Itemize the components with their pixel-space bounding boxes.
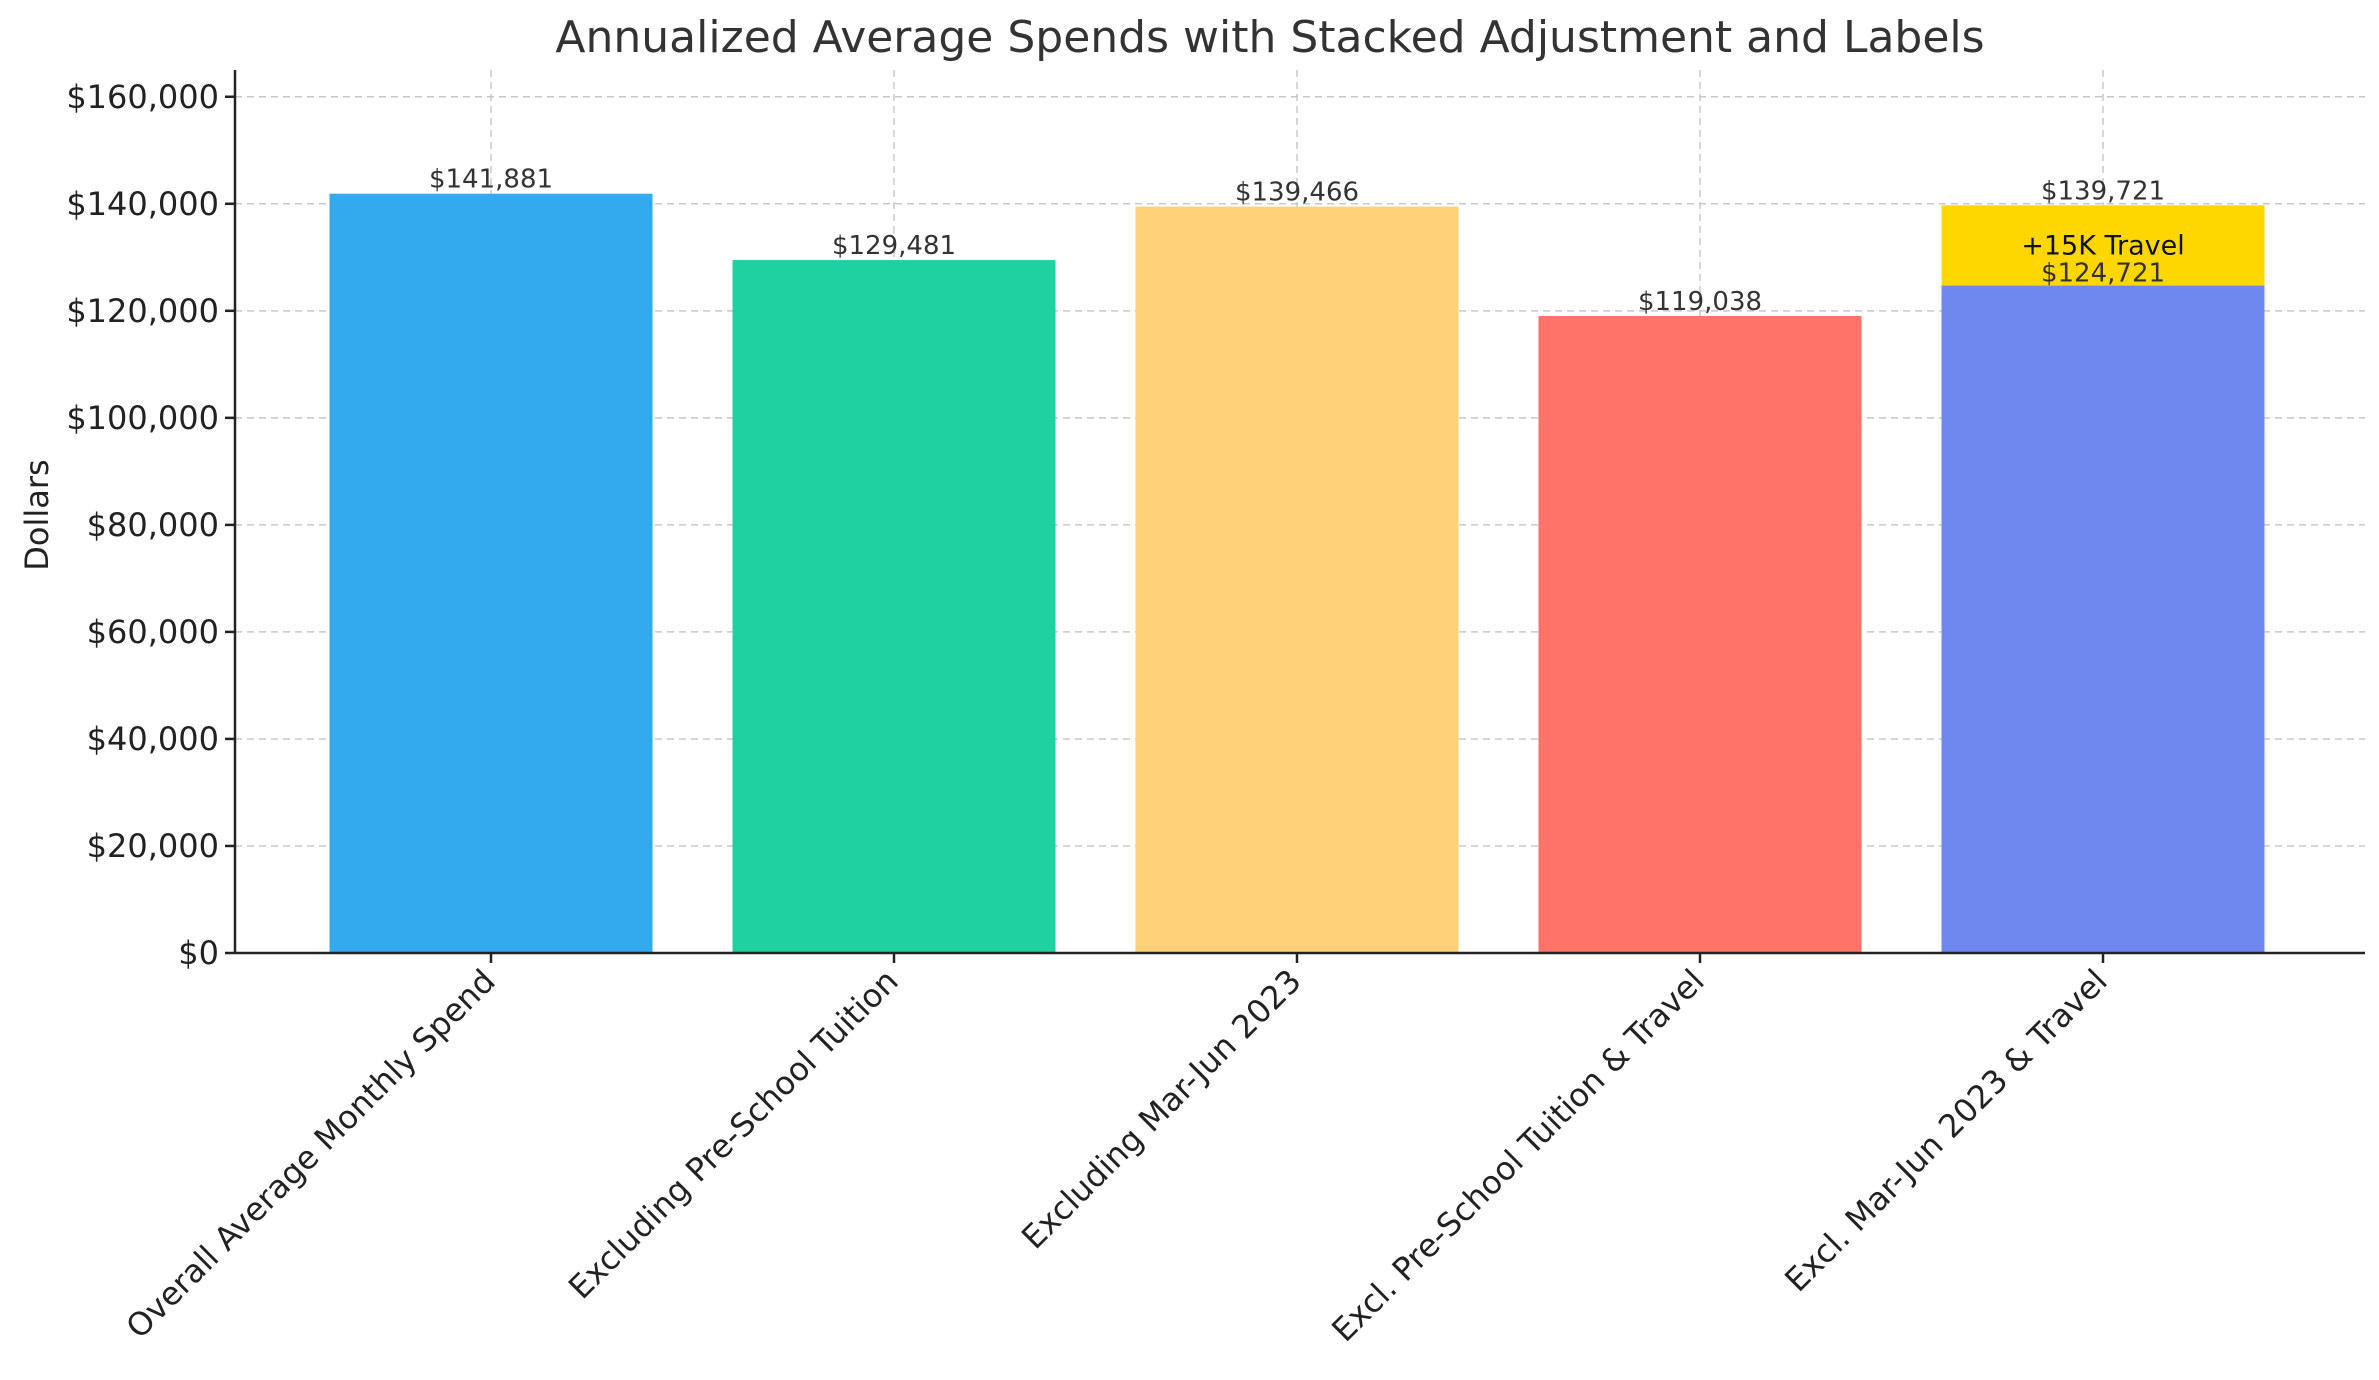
y-tick-label: $80,000 <box>87 506 219 544</box>
bar-value-label: $139,466 <box>1235 178 1359 208</box>
stacked-adjustment-label: +15K Travel <box>2021 230 2185 261</box>
x-tick-label: Overall Average Monthly Spend <box>118 962 502 1346</box>
y-tick-label: $20,000 <box>87 827 219 865</box>
bar-stacked-adjustment <box>1941 205 2265 286</box>
bar-value-labels: $141,881 $129,481 $139,466 $119,038 $124,721… <box>429 165 2185 317</box>
y-tick-label: $160,000 <box>66 78 219 116</box>
y-tick-label: $100,000 <box>66 399 219 437</box>
y-tick-label: $140,000 <box>66 185 219 223</box>
chart-title: Annualized Average Spends with Stacked A… <box>555 12 1984 63</box>
y-tick-label: $0 <box>178 934 219 972</box>
bar <box>1135 206 1459 954</box>
bar-value-label: $141,881 <box>429 165 553 195</box>
x-tick-label: Excl. Mar-Jun 2023 & Travel <box>1777 962 2114 1299</box>
y-tick-label: $120,000 <box>66 292 219 330</box>
x-tick-label: Excluding Pre-School Tuition <box>561 962 906 1307</box>
bar <box>1941 285 2265 953</box>
x-tick-label: Excl. Pre-School Tuition & Travel <box>1324 962 1711 1349</box>
y-ticks: $0 $20,000 $40,000 $60,000 $80,000 $100,000 $1… <box>66 78 235 972</box>
bar <box>732 260 1056 954</box>
x-tick-labels: Overall Average Monthly Spend Excluding P… <box>118 953 2115 1349</box>
y-axis-label: Dollars <box>18 459 56 570</box>
bars <box>329 193 2265 954</box>
y-tick-label: $60,000 <box>87 613 219 651</box>
bar-value-label: $129,481 <box>832 231 956 261</box>
y-tick-label: $40,000 <box>87 720 219 758</box>
bar <box>1538 315 1862 954</box>
bar-value-label: $124,721 <box>2041 259 2165 289</box>
axes <box>233 70 2365 955</box>
x-tick-label: Excluding Mar-Jun 2023 <box>1014 962 1309 1257</box>
stacked-total-label: $139,721 <box>2041 176 2165 206</box>
bar-value-label: $119,038 <box>1638 287 1762 317</box>
bar <box>329 193 653 953</box>
